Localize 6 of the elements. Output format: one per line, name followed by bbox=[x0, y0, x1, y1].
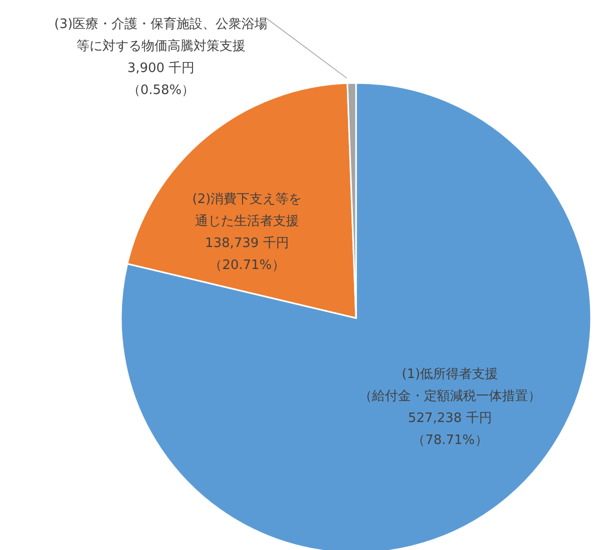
data-label: 3,900 千円（0.58%） bbox=[127, 61, 195, 98]
slice-label: (1)低所得者支援（給付金・定額減税一体措置） bbox=[359, 367, 541, 404]
slice-label: (3)医療・介護・保育施設、公衆浴場等に対する物価高騰対策支援 bbox=[54, 16, 268, 54]
data-label: 527,238 千円（78.71%） bbox=[408, 411, 492, 448]
data-label: 138,739 千円（20.71%） bbox=[205, 236, 289, 273]
slice-label: (2)消費下支え等を通じた生活者支援 bbox=[192, 192, 302, 229]
